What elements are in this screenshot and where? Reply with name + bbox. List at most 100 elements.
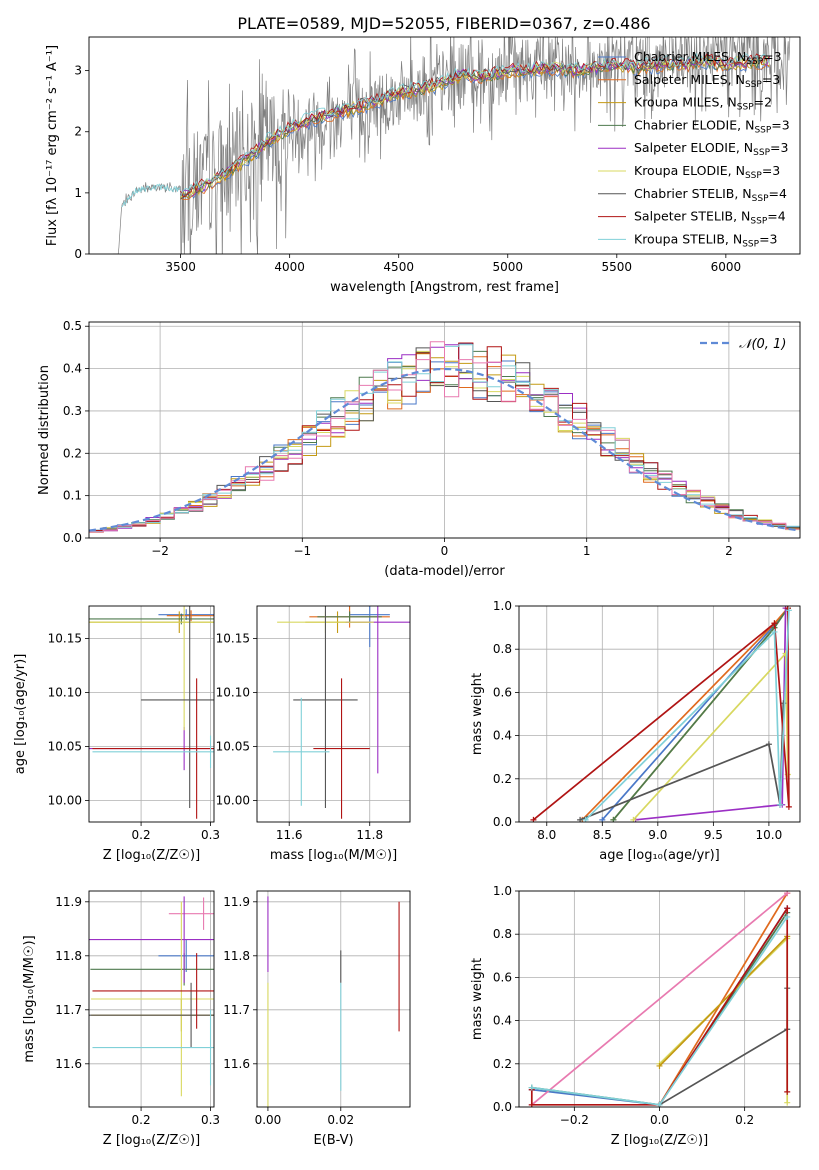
x-axis-label: age [log₁₀(age/yr)]: [599, 848, 720, 863]
x-tick-label: 0.3: [201, 1113, 220, 1127]
data-point-1: [349, 606, 390, 648]
y-tick-label: 0.0: [63, 531, 82, 545]
mass-weight-series-9: [585, 610, 790, 821]
x-tick-label: −0.2: [560, 1113, 589, 1127]
y-tick-label: 10.15: [48, 631, 82, 645]
x-tick-label: 0.2: [132, 1113, 151, 1127]
y-tick-label: 0.2: [493, 772, 512, 786]
y-tick-label: 0.2: [63, 446, 82, 460]
data-point-8: [313, 678, 370, 819]
panel-6: 0.2 0.3 11.6 11.7 11.8 11.9 Z [log₁₀(Z/Z☉)] mas…: [22, 890, 220, 1148]
y-tick-label: 11.8: [55, 949, 82, 963]
x-tick-label: 11.6: [276, 828, 303, 842]
x-tick-label: 4500: [383, 260, 414, 274]
legend-entry: Kroupa ELODIE, NSSP=3: [634, 163, 780, 181]
gaussian-reference-curve: [89, 367, 800, 532]
mass-weight-series-7: [579, 703, 785, 821]
panel-7: 0.00 0.02 11.6 11.7 11.8 11.9 E(B-V): [223, 890, 411, 1148]
legend: 𝒩(0, 1): [700, 337, 786, 352]
x-tick-label: 0.2: [735, 1113, 754, 1127]
x-tick-label: −1: [293, 544, 311, 558]
series-marker: [771, 628, 778, 635]
x-tick-label: 5000: [492, 260, 523, 274]
series-marker: [656, 1062, 663, 1069]
x-tick-label: 0.00: [255, 1113, 282, 1127]
data-point-5: [89, 896, 214, 983]
data-point-9: [273, 697, 330, 806]
data-point-8: [92, 678, 214, 819]
legend-entry: Chabrier STELIB, NSSP=4: [634, 186, 787, 204]
mass-weight-series-8: [532, 608, 790, 821]
y-tick-label: 11.7: [55, 1003, 82, 1017]
axes-frame: [88, 890, 215, 1108]
x-tick-label: −2: [151, 544, 169, 558]
y-tick-label: 11.9: [55, 895, 82, 909]
x-tick-label: 0.02: [327, 1113, 354, 1127]
legend-entry: Chabrier ELODIE, NSSP=3: [634, 117, 790, 135]
y-tick-label: 1: [74, 186, 82, 200]
data-point-9: [92, 1009, 214, 1086]
series-marker: [528, 1084, 535, 1091]
panel-4: 11.6 11.8 10.00 10.05 10.10 10.15 mass [log₁₀(…: [216, 605, 411, 863]
figure-title: PLATE=0589, MJD=52055, FIBERID=0367, z=0…: [237, 14, 650, 33]
data-point-2: [168, 897, 214, 930]
data-point-4: [317, 611, 382, 623]
panel-3: 0.2 0.3 10.00 10.05 10.10 10.15 Z [log₁₀(Z/Z☉)…: [13, 605, 220, 863]
y-tick-label: 10.15: [216, 631, 250, 645]
series-marker: [784, 1099, 791, 1106]
y-tick-label: 3: [74, 64, 82, 78]
data-point-9: [92, 735, 214, 768]
mass-weight-series-2: [658, 892, 788, 1106]
mass-weight-series-1: [601, 607, 789, 821]
x-tick-label: 9.5: [704, 828, 723, 842]
y-axis-label: Flux [fλ 10⁻¹⁷ erg cm⁻² s⁻¹ A⁻¹]: [45, 45, 60, 246]
y-tick-label: 10.10: [48, 685, 82, 699]
axes-frame: [88, 36, 801, 255]
plot-area: [273, 606, 410, 819]
model-spectrum-4: [180, 56, 770, 198]
y-tick-label: 1.0: [493, 599, 512, 613]
y-axis-label: mass weight: [470, 958, 485, 1040]
model-spectrum-blue-end: [121, 183, 181, 208]
y-tick-label: 2: [74, 125, 82, 139]
data-point-7: [141, 606, 214, 808]
legend-entry: Kroupa MILES, NSSP=2: [634, 95, 772, 113]
y-axis-label: Normed distribution: [37, 365, 52, 495]
plot-area: [267, 896, 400, 1107]
plot-area: [113, 37, 791, 254]
panel-1: 3500 4000 4500 5000 5500 6000 0 1 2 3 wavelength […: [45, 36, 801, 295]
plot-area: [89, 896, 214, 1097]
x-tick-label: 10.0: [756, 828, 783, 842]
x-axis-label: (data-model)/error: [384, 564, 505, 579]
x-axis-label: Z [log₁₀(Z/Z☉)]: [103, 1133, 200, 1148]
mass-weight-series-6: [632, 651, 789, 821]
legend-entry: Salpeter MILES, NSSP=3: [634, 72, 780, 90]
mass-weight-series-2: [581, 607, 789, 821]
model-spectrum-9: [180, 52, 770, 197]
data-point-6: [89, 606, 214, 731]
y-tick-label: 0.4: [493, 1014, 512, 1028]
series-marker: [765, 741, 772, 748]
x-tick-label: 2: [725, 544, 733, 558]
series-marker: [777, 801, 784, 808]
axes-frame: [518, 605, 801, 823]
x-axis-label: Z [log₁₀(Z/Z☉)]: [103, 848, 200, 863]
y-tick-label: 11.7: [223, 1003, 250, 1017]
y-tick-label: 0.0: [493, 815, 512, 829]
plot-area: [89, 341, 800, 533]
data-point-8: [92, 953, 214, 1029]
y-tick-label: 11.6: [55, 1057, 82, 1071]
y-tick-label: 0.2: [493, 1057, 512, 1071]
x-axis-label: E(B-V): [313, 1133, 353, 1148]
plot-area: [89, 606, 214, 819]
axes-frame: [256, 890, 411, 1108]
panel-8: −0.2 0.0 0.2 0.0 0.2 0.4 0.6 0.8 1.0 Z [log₁₀(Z/Z…: [470, 884, 801, 1148]
y-tick-label: 0.5: [63, 319, 82, 333]
y-tick-label: 11.6: [223, 1057, 250, 1071]
y-tick-label: 10.10: [216, 685, 250, 699]
y-axis-label: mass [log₁₀(M/M☉)]: [22, 935, 37, 1062]
legend-entry: Salpeter ELODIE, NSSP=3: [634, 140, 788, 158]
x-tick-label: 9.0: [648, 828, 667, 842]
series-marker: [784, 905, 791, 912]
panel-2: −2 −1 0 1 2 0.0 0.1 0.2 0.3 0.4 0.5 (data-model)/er…: [37, 319, 801, 579]
